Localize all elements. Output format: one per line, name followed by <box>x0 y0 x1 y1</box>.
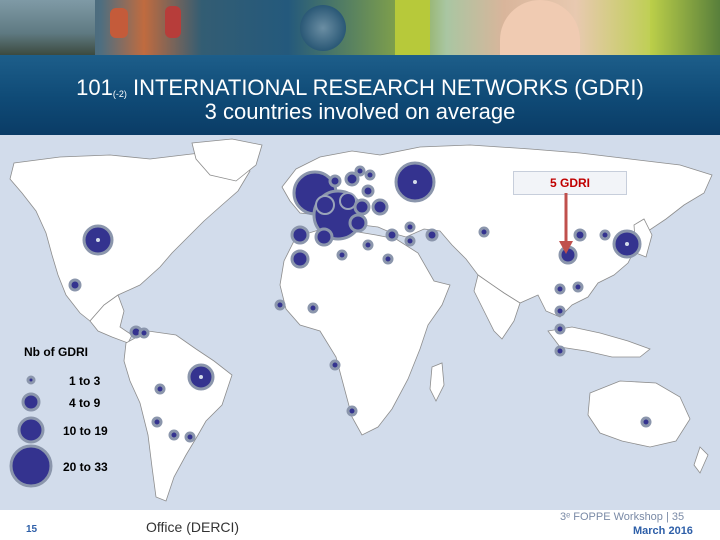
southeast-asia-islands <box>547 326 651 358</box>
photo-person <box>165 6 181 38</box>
legend-title: Nb of GDRI <box>24 345 88 359</box>
south-america <box>123 330 233 502</box>
legend-bubble-large <box>17 416 45 444</box>
gdri-bubble <box>290 249 310 269</box>
world-map-graphic <box>9 138 713 502</box>
legend-label-1: 1 to 3 <box>69 374 101 388</box>
gdri-bubble <box>154 383 166 395</box>
photo-glove <box>395 0 430 55</box>
gdri-bubble <box>554 345 566 357</box>
new-zealand <box>693 446 709 474</box>
gdri-bubble <box>382 253 394 265</box>
slide-title: 101(-2) INTERNATIONAL RESEARCH NETWORKS … <box>0 75 720 107</box>
gdri-bubble <box>315 195 335 215</box>
photo-scientist-face <box>500 0 580 55</box>
gdri-bubble <box>361 184 375 198</box>
small-markers <box>96 180 629 379</box>
legend-label-2: 4 to 9 <box>69 396 101 410</box>
gdri-bubble <box>599 229 611 241</box>
legend-bubbles <box>9 375 53 488</box>
gdri-bubble <box>640 416 652 428</box>
gdri-bubble <box>151 416 163 428</box>
workshop-label: 3ᵉ FOPPE Workshop | 35 <box>560 511 685 523</box>
gdri-bubble <box>348 213 368 233</box>
gdri-bubble <box>353 198 371 216</box>
gdri-bubble <box>404 235 416 247</box>
title-number: 101 <box>76 75 113 100</box>
gdri-bubble <box>554 323 566 335</box>
legend-label-3: 10 to 19 <box>63 424 108 438</box>
gdri-bubble <box>168 429 180 441</box>
gdri-callout: 5 GDRI <box>513 171 627 195</box>
title-bar: 101(-2) INTERNATIONAL RESEARCH NETWORKS … <box>0 55 720 135</box>
gdri-bubble <box>478 226 490 238</box>
gdri-bubble <box>307 302 319 314</box>
title-subscript: (-2) <box>112 89 127 99</box>
australia <box>587 380 691 448</box>
greenland <box>191 138 263 182</box>
header-photo-banner <box>0 0 720 55</box>
central-america <box>89 294 133 344</box>
photo-mountain-lake <box>0 0 95 55</box>
legend-bubble-small <box>26 375 36 385</box>
legend-bubble-medium <box>21 392 41 412</box>
gdri-bubble <box>371 198 389 216</box>
gdri-bubble <box>336 249 348 261</box>
gdri-bubble <box>425 228 439 242</box>
world-map: 5 GDRI Nb of GDRI 1 to 3 4 to 9 10 to 19… <box>0 135 720 510</box>
gdri-bubble <box>328 174 342 188</box>
footer: 15 Office (DERCI) 3ᵉ FOPPE Workshop | 35… <box>0 510 720 540</box>
madagascar <box>429 362 445 402</box>
gdri-bubble <box>554 305 566 317</box>
date-label: March 2016 <box>633 525 693 537</box>
gdri-bubble <box>554 283 566 295</box>
marker-dot <box>96 238 100 242</box>
gdri-bubble <box>385 228 399 242</box>
gdri-bubble <box>344 171 360 187</box>
gdri-bubble <box>184 431 196 443</box>
marker-dot <box>413 180 417 184</box>
gdri-bubble <box>404 221 416 233</box>
photo-leaves <box>650 0 720 55</box>
gdri-bubble <box>573 228 587 242</box>
title-main: INTERNATIONAL RESEARCH NETWORKS (GDRI) <box>132 75 644 100</box>
page-number: 15 <box>26 524 38 535</box>
gdri-bubble <box>572 281 584 293</box>
north-america <box>9 152 251 322</box>
marker-dot <box>199 375 203 379</box>
gdri-bubble <box>314 227 334 247</box>
gdri-bubble <box>274 299 286 311</box>
legend-label-4: 20 to 33 <box>63 460 108 474</box>
gdri-bubble <box>354 165 366 177</box>
callout-arrow-icon <box>559 193 573 254</box>
gdri-bubble <box>364 169 376 181</box>
gdri-bubble <box>138 327 150 339</box>
office-label: Office (DERCI) <box>146 519 240 535</box>
photo-person <box>110 8 128 38</box>
legend-bubble-xlarge <box>9 444 53 488</box>
gdri-bubble <box>346 405 358 417</box>
gdri-bubble <box>362 239 374 251</box>
photo-cell <box>300 5 346 51</box>
marker-dot <box>625 242 629 246</box>
india <box>473 274 521 340</box>
slide-subtitle: 3 countries involved on average <box>204 99 516 124</box>
gdri-bubble <box>290 225 310 245</box>
gdri-bubble <box>68 278 82 292</box>
gdri-bubbles <box>68 161 652 443</box>
gdri-bubble <box>329 359 341 371</box>
